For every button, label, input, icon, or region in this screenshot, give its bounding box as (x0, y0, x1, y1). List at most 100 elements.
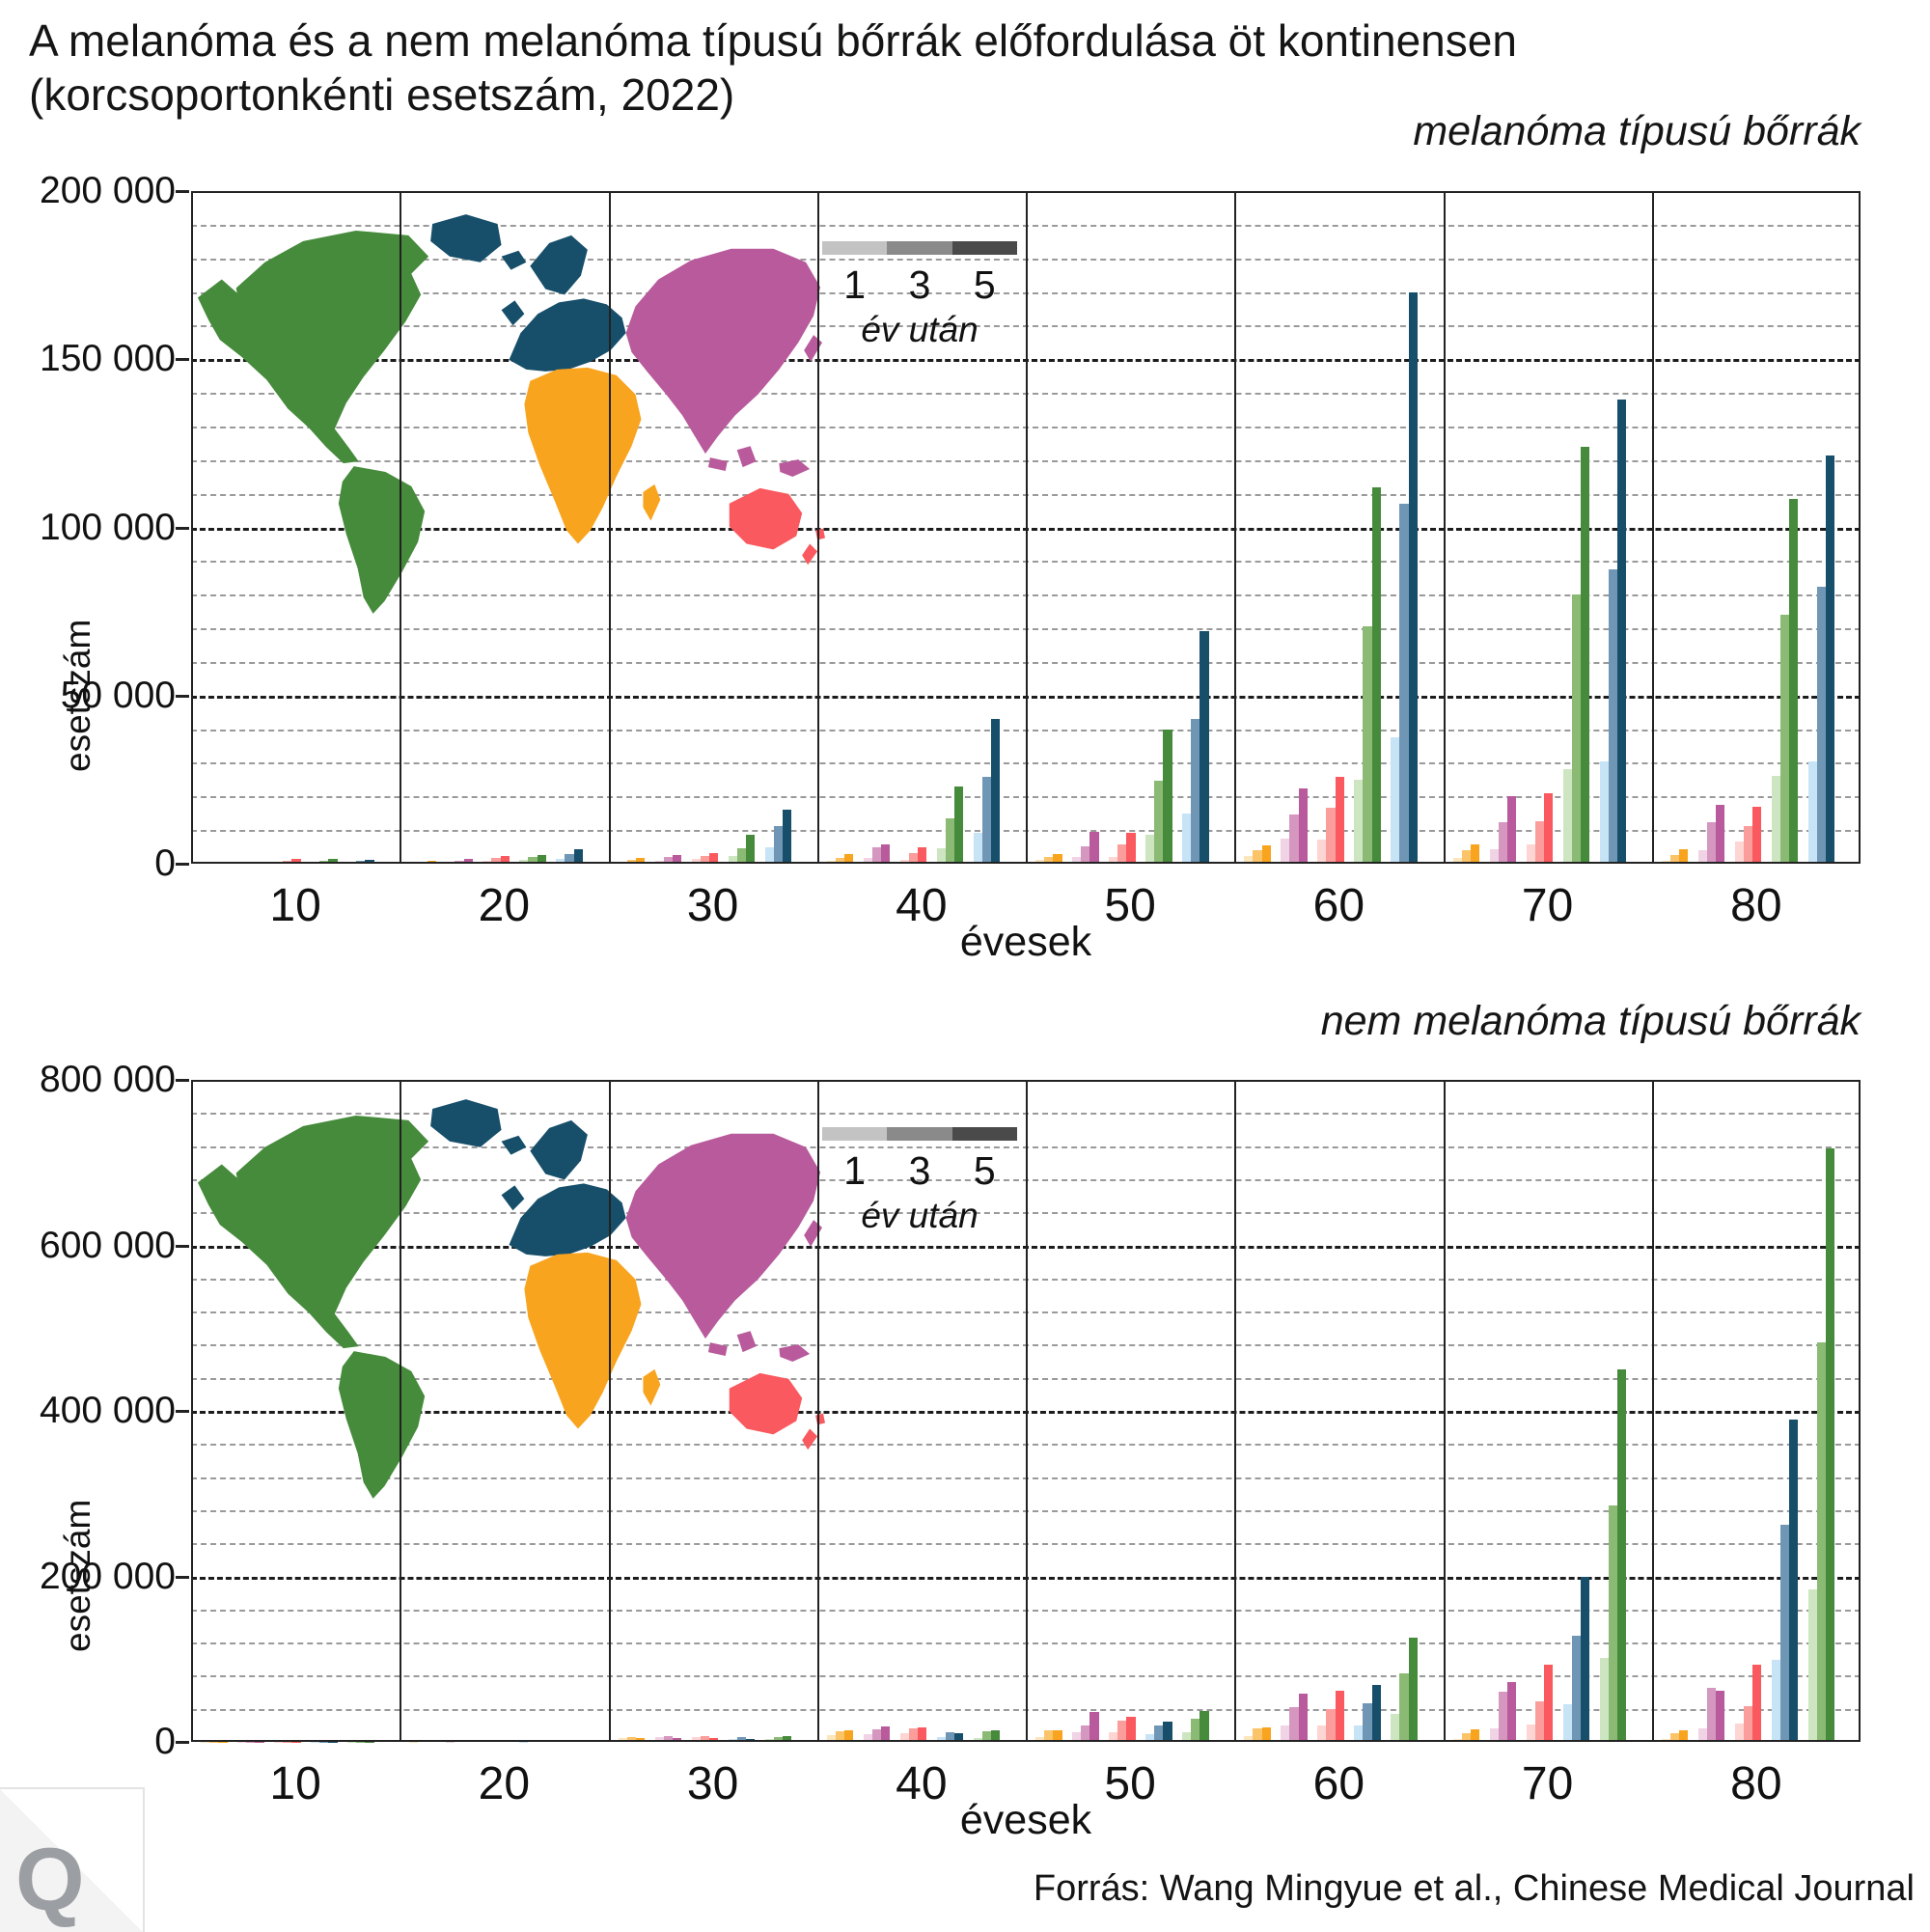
bar-asia-age30-3yr (663, 857, 673, 864)
bar-americas-age20-3yr (528, 857, 538, 864)
bar-europe-age40-1yr (973, 832, 982, 864)
bar-americas-age80-1yr (1771, 776, 1780, 864)
bar-oceania-age60-3yr (1326, 808, 1336, 864)
bar-americas-age40-1yr (973, 1738, 982, 1742)
bar-americas-age30-3yr (736, 847, 746, 864)
bar-africa-age30-5yr (635, 1737, 646, 1742)
bar-oceania-age80-5yr (1752, 807, 1762, 864)
bar-oceania-age30-3yr (700, 855, 709, 864)
bar-africa-age10-1yr (201, 863, 210, 864)
y-tick-label-200000: 200 000 (40, 1555, 176, 1597)
bar-americas-age20-1yr (519, 859, 529, 864)
bar-africa-age60-1yr (1244, 1735, 1254, 1742)
bar-europe-age10-1yr (311, 1741, 320, 1742)
bar-africa-age30-3yr (626, 1737, 636, 1742)
bar-americas-age40-3yr (981, 1730, 992, 1742)
bar-asia-age60-3yr (1289, 1707, 1299, 1742)
bar-americas-age10-1yr (347, 1741, 357, 1742)
bar-europe-age70-5yr (1580, 1576, 1590, 1742)
age-panel-divider-80 (1651, 1080, 1654, 1742)
bar-oceania-age40-3yr (908, 1728, 919, 1742)
qubit-logo-letter: Q (15, 1831, 85, 1929)
bar-europe-age30-5yr (782, 810, 792, 864)
y-tick-mark-400000 (176, 1410, 189, 1413)
bar-americas-age40-5yr (991, 1729, 1001, 1742)
bar-africa-age30-5yr (635, 858, 646, 864)
bar-americas-age30-1yr (728, 856, 737, 864)
bar-americas-age60-1yr (1391, 1714, 1400, 1742)
bar-asia-age80-5yr (1716, 805, 1725, 864)
y-tick-mark-50000 (176, 694, 189, 698)
bar-africa-age40-5yr (844, 1730, 854, 1742)
bar-oceania-age80-1yr (1734, 842, 1744, 864)
bar-asia-age50-3yr (1081, 845, 1090, 864)
page-title-line2: (korcsoportonkénti esetszám, 2022) (29, 69, 735, 120)
bar-europe-age80-5yr (1789, 1419, 1799, 1742)
bar-africa-age20-5yr (427, 860, 436, 864)
chart-melanoma-x-axis-title: évesek (959, 919, 1092, 965)
bar-americas-age50-5yr (1163, 729, 1172, 864)
x-tick-label-60: 60 (1312, 1758, 1365, 1809)
bar-oceania-age20-1yr (482, 1741, 492, 1742)
bar-americas-age30-5yr (782, 1735, 792, 1742)
bar-americas-age20-5yr (537, 854, 546, 864)
bar-asia-age10-3yr (246, 1741, 256, 1742)
bar-americas-age80-5yr (1826, 1148, 1835, 1742)
age-panel-divider-60 (1234, 191, 1237, 864)
bar-africa-age10-3yr (209, 862, 219, 864)
y-tick-mark-0 (176, 863, 189, 866)
bar-europe-age60-5yr (1371, 1685, 1381, 1742)
x-tick-label-20: 20 (478, 1758, 531, 1809)
bar-oceania-age70-3yr (1534, 820, 1544, 864)
bar-oceania-age60-5yr (1335, 1691, 1344, 1742)
legend-swatch-3yr (887, 1127, 952, 1141)
legend-tick-1: 1 (843, 1148, 867, 1193)
bar-asia-age80-3yr (1706, 1687, 1717, 1742)
legend-caption: év után (861, 310, 979, 349)
bar-asia-age70-1yr (1489, 848, 1499, 864)
bar-asia-age50-3yr (1081, 1725, 1090, 1742)
bar-africa-age40-5yr (844, 854, 854, 864)
legend-tick-labels: 1 3 5 (822, 262, 1017, 308)
bar-americas-age40-1yr (936, 847, 946, 864)
bar-africa-age60-3yr (1253, 850, 1262, 864)
bar-oceania-age80-5yr (1752, 1664, 1762, 1742)
bar-africa-age40-3yr (835, 1730, 845, 1742)
bar-oceania-age50-5yr (1126, 1717, 1136, 1742)
bar-africa-age40-3yr (835, 857, 845, 864)
y-tick-mark-100000 (176, 526, 189, 530)
bar-asia-age70-3yr (1498, 821, 1507, 864)
bar-asia-age10-5yr (255, 861, 264, 864)
bar-europe-age60-5yr (1408, 291, 1418, 864)
bar-africa-age50-5yr (1053, 853, 1062, 864)
bar-africa-age70-5yr (1470, 1728, 1480, 1742)
bar-africa-age70-3yr (1461, 1733, 1471, 1742)
bar-africa-age40-1yr (826, 860, 836, 864)
bar-oceania-age30-5yr (708, 1737, 719, 1742)
y-tick-label-0: 0 (154, 842, 176, 884)
bar-europe-age60-1yr (1391, 737, 1400, 864)
age-panel-divider-60 (1234, 1080, 1237, 1742)
bar-africa-age80-5yr (1679, 1729, 1689, 1742)
age-panel-divider-30 (608, 1080, 611, 1742)
bar-asia-age10-5yr (255, 1741, 264, 1742)
bar-asia-age80-5yr (1716, 1691, 1725, 1742)
chart-nonmelanoma: 0 200 000 400 000 600 000 800 000 10 20 30 40 50 6… (40, 1059, 1861, 1809)
bar-oceania-age30-3yr (700, 1736, 709, 1742)
bar-oceania-age20-3yr (491, 1740, 501, 1742)
bar-americas-age70-3yr (1608, 1505, 1617, 1742)
bar-oceania-age80-3yr (1743, 825, 1753, 864)
legend-tick-labels: 1 3 5 (822, 1148, 1017, 1194)
bar-americas-age80-5yr (1789, 498, 1799, 864)
bar-europe-age80-1yr (1771, 1660, 1780, 1742)
bar-americas-age40-5yr (954, 786, 964, 864)
page-title: A melanóma és a nem melanóma típusú bőrr… (29, 14, 1517, 122)
bar-americas-age10-5yr (365, 1741, 374, 1742)
bar-americas-age70-3yr (1571, 594, 1581, 864)
bar-oceania-age40-1yr (899, 859, 909, 864)
bar-europe-age50-1yr (1145, 1734, 1155, 1742)
y-tick-label-0: 0 (154, 1721, 176, 1762)
y-tick-label-100000: 100 000 (40, 506, 176, 548)
age-panel-divider-80 (1651, 191, 1654, 864)
bar-oceania-age20-1yr (482, 860, 492, 864)
